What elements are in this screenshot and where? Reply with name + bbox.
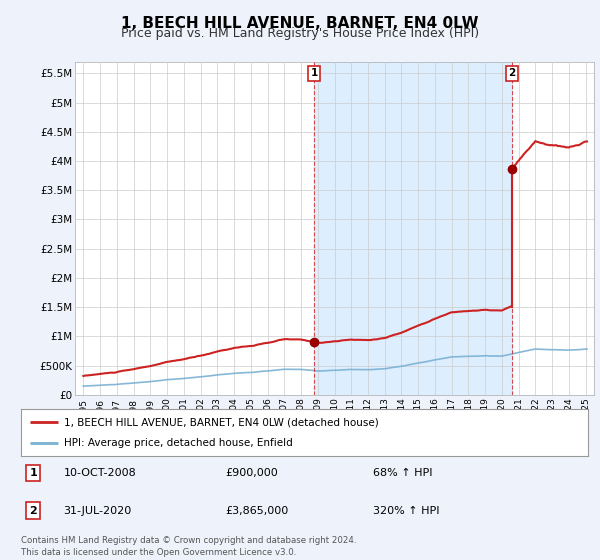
Text: £900,000: £900,000 [225,468,278,478]
Bar [314,62,512,395]
Text: Price paid vs. HM Land Registry's House Price Index (HPI): Price paid vs. HM Land Registry's House … [121,27,479,40]
Text: 2: 2 [508,68,515,78]
Text: 320% ↑ HPI: 320% ↑ HPI [373,506,439,516]
Text: 31-JUL-2020: 31-JUL-2020 [64,506,132,516]
Text: 1: 1 [310,68,317,78]
Text: 1: 1 [29,468,37,478]
Text: 1, BEECH HILL AVENUE, BARNET, EN4 0LW (detached house): 1, BEECH HILL AVENUE, BARNET, EN4 0LW (d… [64,417,378,427]
Text: 10-OCT-2008: 10-OCT-2008 [64,468,136,478]
Text: HPI: Average price, detached house, Enfield: HPI: Average price, detached house, Enfi… [64,438,292,448]
Text: 1, BEECH HILL AVENUE, BARNET, EN4 0LW: 1, BEECH HILL AVENUE, BARNET, EN4 0LW [121,16,479,31]
Text: 68% ↑ HPI: 68% ↑ HPI [373,468,432,478]
Text: 2: 2 [29,506,37,516]
Text: Contains HM Land Registry data © Crown copyright and database right 2024.
This d: Contains HM Land Registry data © Crown c… [21,536,356,557]
Text: £3,865,000: £3,865,000 [225,506,289,516]
